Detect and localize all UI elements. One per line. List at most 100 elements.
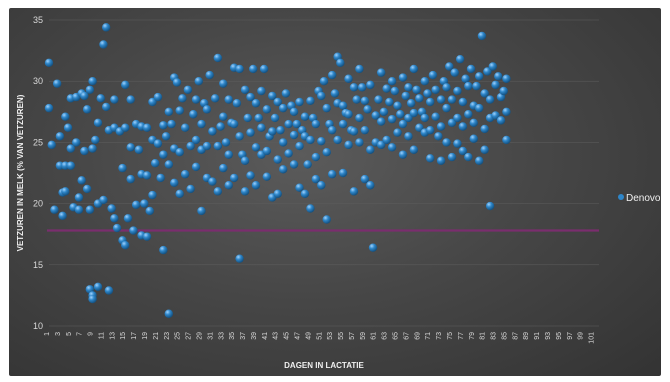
data-point — [180, 123, 190, 132]
data-point — [142, 123, 152, 132]
data-point — [327, 170, 337, 179]
data-point — [336, 58, 345, 68]
data-point — [338, 119, 348, 129]
data-point — [189, 110, 198, 119]
data-point — [488, 62, 498, 71]
data-point — [295, 183, 304, 192]
data-point — [474, 72, 484, 81]
data-point — [262, 172, 272, 181]
data-point — [357, 83, 367, 92]
data-point — [474, 156, 484, 165]
x-tick-label: 71 — [425, 332, 432, 340]
data-point — [82, 184, 92, 194]
data-point — [406, 99, 416, 108]
data-point — [96, 94, 105, 103]
data-point — [159, 121, 168, 130]
data-point — [246, 92, 255, 102]
x-tick-label: 83 — [491, 332, 498, 340]
data-point — [273, 155, 282, 164]
gridlines — [49, 19, 599, 327]
x-tick-label: 21 — [153, 332, 160, 340]
data-point — [368, 243, 378, 252]
data-point — [382, 135, 391, 145]
chart-area: 10 15 20 25 30 35 1 3 5 7 9 11 13 15 17 19 21 23 25 27 29 31… — [9, 8, 661, 376]
data-point — [153, 92, 163, 102]
data-point — [172, 78, 182, 87]
data-point — [66, 144, 75, 153]
x-tick-label: 73 — [436, 332, 443, 340]
data-point — [58, 211, 67, 221]
data-point — [191, 95, 201, 104]
y-tick-label: 20 — [33, 199, 43, 209]
data-point — [292, 119, 301, 129]
data-point — [251, 99, 261, 108]
x-tick-label: 35 — [229, 332, 236, 340]
data-point — [447, 152, 457, 162]
data-point — [295, 141, 304, 151]
x-tick-label: 77 — [458, 332, 465, 340]
data-point — [142, 171, 152, 180]
data-point — [148, 190, 157, 200]
x-tick-label: 41 — [262, 332, 269, 340]
data-point — [224, 181, 233, 190]
x-tick-label: 39 — [251, 332, 258, 340]
data-point — [390, 86, 399, 96]
data-point — [425, 154, 435, 163]
data-point — [191, 162, 201, 172]
data-point — [491, 111, 500, 120]
x-tick-label: 61 — [371, 332, 378, 340]
data-point — [251, 143, 261, 152]
data-point — [276, 125, 285, 135]
data-point — [349, 83, 359, 92]
data-point — [126, 95, 135, 104]
data-point — [355, 138, 364, 147]
data-point — [355, 113, 364, 123]
data-point — [469, 118, 478, 128]
x-tick-label: 37 — [240, 332, 247, 340]
data-point — [129, 226, 138, 235]
data-point — [213, 141, 223, 151]
data-point — [235, 132, 244, 141]
x-tick-label: 13 — [109, 332, 116, 340]
data-point — [101, 102, 111, 112]
data-point — [47, 140, 56, 150]
data-point — [159, 245, 168, 255]
data-point — [197, 206, 206, 216]
x-tick-label: 91 — [534, 332, 541, 340]
data-point — [289, 107, 299, 117]
data-point — [311, 152, 321, 162]
data-point — [216, 122, 225, 131]
data-point — [453, 113, 462, 123]
data-point — [270, 113, 280, 123]
x-tick-label: 79 — [469, 332, 476, 340]
data-point — [393, 101, 402, 110]
data-point — [101, 23, 111, 32]
data-point — [453, 139, 462, 148]
data-point — [409, 145, 419, 154]
y-tick-label: 30 — [33, 76, 43, 86]
data-point — [219, 79, 228, 88]
x-tick-label: 63 — [382, 332, 389, 340]
data-point — [464, 81, 473, 91]
data-point — [123, 214, 133, 223]
data-point — [202, 141, 212, 151]
data-point — [450, 68, 459, 77]
data-point — [180, 170, 190, 179]
data-point — [425, 97, 435, 107]
data-point — [278, 165, 288, 174]
data-point — [126, 143, 135, 152]
data-point — [387, 114, 397, 124]
x-axis-title: DAGEN IN LACTATIE — [284, 361, 364, 370]
data-point — [161, 132, 171, 141]
data-point — [50, 205, 59, 214]
data-point — [306, 96, 315, 105]
data-point — [338, 168, 348, 178]
data-point — [80, 91, 89, 101]
x-tick-label: 29 — [196, 332, 203, 340]
data-point — [88, 294, 97, 304]
data-point — [131, 200, 141, 210]
x-tick-label: 17 — [131, 332, 138, 340]
data-point — [469, 134, 478, 143]
data-point — [186, 141, 195, 151]
data-point — [99, 195, 108, 205]
